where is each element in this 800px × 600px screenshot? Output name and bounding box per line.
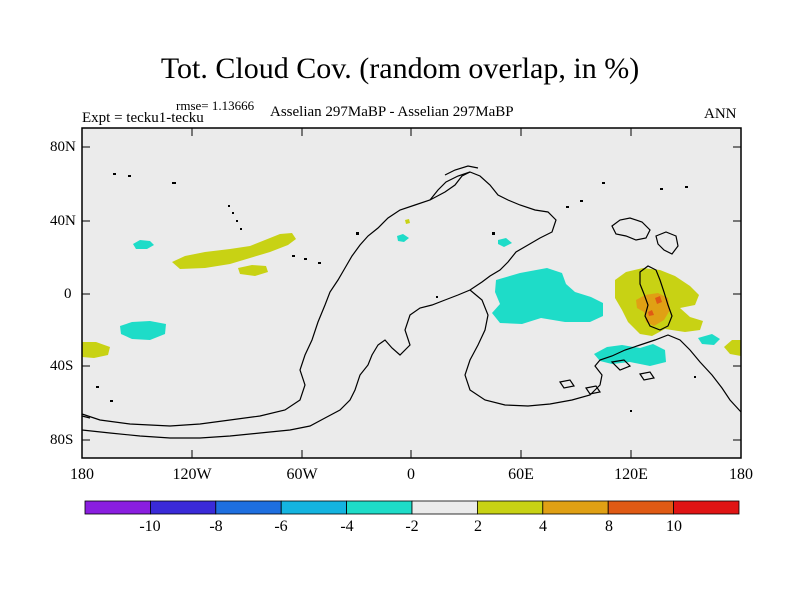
coastline-south-islands-3 [639, 371, 655, 381]
anomaly-regions-positive [82, 219, 741, 358]
lon-tick-120e: 120E [614, 466, 648, 483]
colorbar-swatch [476, 500, 544, 515]
lon-tick-180-west: 180 [70, 466, 94, 483]
region-cyan-west-tethys [397, 234, 409, 242]
coastline-gondwana-east [464, 289, 742, 413]
colorbar-label: 2 [474, 518, 482, 535]
colorbar-swatch [346, 500, 413, 515]
colorbar-label: 8 [605, 518, 613, 535]
season-label: ANN [704, 106, 737, 122]
lon-tick-180-east: 180 [729, 466, 753, 483]
lat-tick-80n: 80N [50, 139, 76, 155]
coastline-south-islands-1 [610, 359, 632, 371]
colorbar-swatch [542, 500, 609, 515]
region-redorange-spot-2 [648, 310, 654, 316]
region-cyan-north-pacific [133, 240, 154, 249]
colorbar-label: -4 [340, 518, 354, 535]
colorbar-label: 4 [539, 518, 547, 535]
coastline-north-arm [429, 171, 471, 201]
lat-tick-40n: 40N [50, 213, 76, 229]
lon-tick-60e: 60E [508, 466, 534, 483]
lon-tick-0: 0 [407, 466, 415, 483]
comparison-label: Asselian 297MaBP - Asselian 297MaBP [270, 104, 514, 120]
colorbar-swatch [673, 500, 740, 515]
plot-title: Tot. Cloud Cov. (random overlap, in %) [160, 52, 640, 85]
colorbar-swatch [84, 500, 151, 515]
tick-marks [82, 128, 741, 458]
colorbar-label: -8 [209, 518, 223, 535]
colorbar-swatch [607, 500, 675, 515]
region-cyan-far-east [698, 334, 720, 345]
rmse-label: rmse= 1.13666 [176, 98, 255, 113]
coastlines [81, 165, 742, 439]
colorbar [84, 500, 740, 515]
lat-tick-80s: 80S [50, 432, 74, 448]
lon-tick-60w: 60W [286, 466, 318, 483]
lon-tick-120w: 120W [172, 466, 212, 483]
region-cyan-gondwana-large [492, 268, 603, 324]
coastline-cathaysia [639, 265, 673, 331]
colorbar-swatch [215, 500, 282, 515]
colorbar-label: -2 [405, 518, 419, 535]
colorbar-label: -6 [274, 518, 288, 535]
lat-tick-0: 0 [64, 286, 72, 302]
region-yellow-small-north [405, 219, 410, 224]
region-cyan-south-pacific [120, 321, 166, 340]
region-redorange-spot-1 [655, 296, 662, 304]
region-cyan-south-east [594, 344, 666, 366]
coastline-west-edge [81, 415, 91, 419]
coastline-pangaea-main [81, 171, 557, 439]
lat-tick-40s: 40S [50, 358, 74, 374]
region-cyan-east-panthalassa-small [498, 238, 512, 247]
colorbar-swatch [411, 500, 478, 515]
coastline-south-islands-4 [585, 385, 601, 395]
colorbar-swatch [149, 500, 217, 515]
colorbar-swatch [280, 500, 348, 515]
coastline-south-islands-2 [559, 379, 575, 389]
region-yellow-pacific-small [238, 265, 268, 276]
region-yellow-west-edge [82, 342, 110, 358]
coastline-east-block [611, 217, 651, 241]
coastline-east-peninsula [655, 231, 679, 255]
coastline-north-cape [444, 165, 479, 176]
colorbar-label: -10 [139, 518, 161, 535]
islands [96, 173, 696, 412]
experiment-label: Expt = tecku1-tecku [82, 110, 204, 126]
anomaly-regions [120, 234, 720, 366]
region-yellow-east-edge [724, 340, 741, 356]
colorbar-label: 10 [666, 518, 682, 535]
region-yellow-north-pacific [172, 233, 296, 269]
